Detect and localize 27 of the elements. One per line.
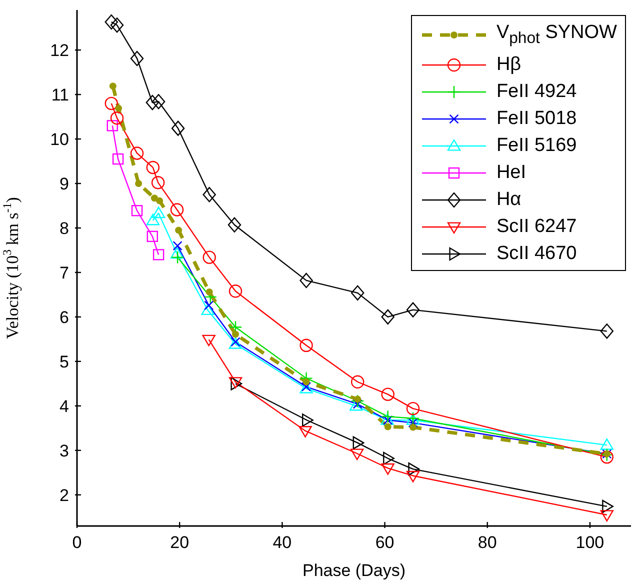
- y-tick-label: 3: [60, 441, 69, 460]
- x-tick-label: 60: [375, 533, 394, 552]
- y-tick-label: 12: [50, 41, 69, 60]
- y-tick-label: 5: [60, 352, 69, 372]
- legend-label: FeII 4924: [496, 80, 577, 102]
- y-tick-label: 8: [60, 218, 69, 238]
- legend-label: HeI: [496, 162, 526, 184]
- y-tick-label: 9: [60, 174, 69, 194]
- legend-label: Hβ: [496, 54, 522, 76]
- x-tick-label: 0: [72, 533, 82, 552]
- y-tick-label: 10: [50, 130, 69, 149]
- x-tick-label: 80: [478, 533, 497, 552]
- x-tick-label: 40: [272, 533, 292, 552]
- x-tick-label: 100: [576, 533, 604, 552]
- y-tick-label: 7: [60, 263, 69, 282]
- legend-label: ScII 6247: [496, 216, 577, 238]
- legend-label: Hα: [496, 188, 522, 210]
- x-tick-label: 20: [170, 533, 190, 552]
- y-tick-label: 6: [60, 308, 69, 327]
- y-tick-label: 2: [60, 486, 69, 505]
- legend-label: FeII 5169: [496, 134, 577, 156]
- legend-label: ScII 4670: [496, 242, 577, 264]
- y-tick-label: 11: [51, 86, 69, 105]
- y-tick-label: 4: [60, 396, 69, 416]
- x-axis-title: Phase (Days): [302, 561, 406, 580]
- legend-label: FeII 5018: [496, 108, 577, 130]
- legend-label: V$_{phot}$ SYNOW: [496, 22, 617, 48]
